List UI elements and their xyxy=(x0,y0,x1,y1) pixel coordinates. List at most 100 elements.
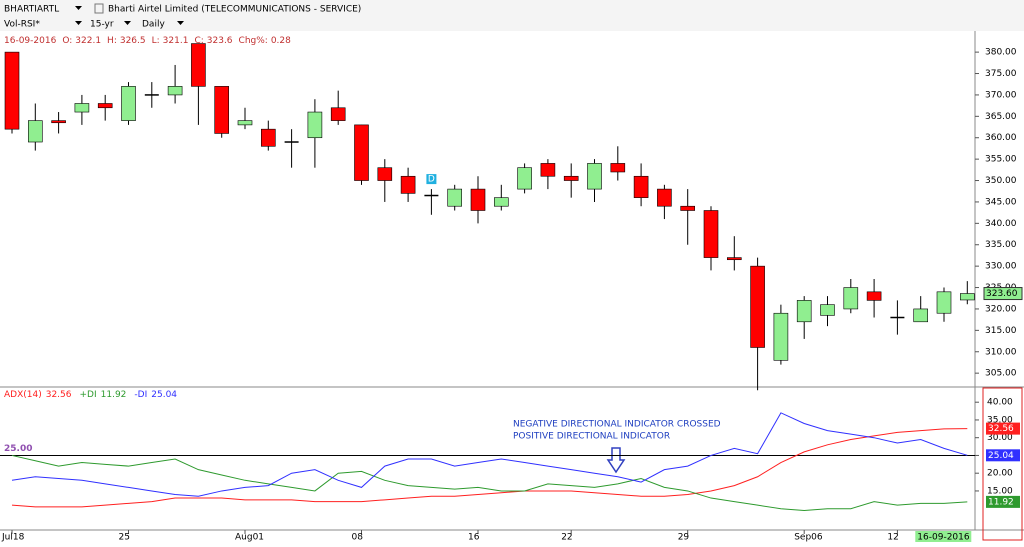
candle-body xyxy=(4,51,20,130)
toolbar xyxy=(0,0,1024,31)
candle-body xyxy=(260,128,276,147)
indicator-line xyxy=(11,428,968,508)
symbol[interactable]: BHARTIARTL xyxy=(4,5,59,15)
study[interactable]: Vol-RSI* xyxy=(4,20,40,30)
candle-body xyxy=(27,120,43,143)
dropdown-arrow[interactable] xyxy=(124,21,131,25)
marker-label: D xyxy=(428,175,435,185)
company: Bharti Airtel Limited (TELECOMMUNICATION… xyxy=(108,5,361,15)
dropdown-arrow[interactable] xyxy=(75,6,82,10)
x-tick-label: Jul18 xyxy=(1,533,25,543)
info-value: 326.5 xyxy=(120,36,146,46)
candle-body xyxy=(843,287,859,310)
candle-body xyxy=(657,188,672,207)
info-label: H: xyxy=(107,36,117,46)
indicator-line xyxy=(11,412,968,497)
candle-body xyxy=(936,291,952,314)
y-tick-label: 360.00 xyxy=(985,133,1017,143)
y-tick-label: 370.00 xyxy=(985,90,1017,100)
candle-body xyxy=(610,163,626,173)
annotation: POSITIVE DIRECTIONAL INDICATOR xyxy=(513,432,670,442)
last-value-tag xyxy=(986,422,1020,435)
candle-body xyxy=(563,175,579,181)
info-label: O: xyxy=(62,36,72,46)
candle-body xyxy=(959,293,975,301)
y-tick-label: 330.00 xyxy=(985,262,1017,272)
candle-body xyxy=(633,175,649,198)
candle-body xyxy=(400,175,416,194)
interval[interactable]: Daily xyxy=(142,20,165,30)
y-tick-label: 340.00 xyxy=(985,219,1017,229)
y-tick-label: 320.00 xyxy=(985,304,1017,314)
candle-body xyxy=(820,304,835,316)
legend-name: +DI xyxy=(80,390,97,400)
candle-body xyxy=(517,167,532,190)
candle-body xyxy=(447,188,463,207)
dropdown-arrow[interactable] xyxy=(177,21,184,25)
candle-body xyxy=(237,120,253,126)
y-tick-label: 365.00 xyxy=(985,112,1017,122)
y-tick-label: 335.00 xyxy=(985,240,1017,250)
info-value: 0.28 xyxy=(271,36,291,46)
candle-body xyxy=(354,124,369,181)
y-tick-label: 20.00 xyxy=(987,469,1013,479)
last-price-tag xyxy=(983,287,1023,301)
candle-body xyxy=(726,257,742,261)
candle-body xyxy=(470,188,486,211)
candle-body xyxy=(913,308,929,323)
candle-body xyxy=(191,43,206,87)
info-value: 323.6 xyxy=(207,36,233,46)
x-tick-label: 16-09-2016 xyxy=(917,533,970,543)
icon xyxy=(94,3,104,14)
reference-label: 25.00 xyxy=(4,444,32,454)
legend-name: ADX(14) xyxy=(4,390,42,400)
last-value-tag xyxy=(986,495,1020,508)
y-tick-label: 345.00 xyxy=(985,197,1017,207)
x-tick-label: 29 xyxy=(678,533,690,543)
y-tick-label: 35.00 xyxy=(987,415,1013,425)
marker-box xyxy=(426,174,437,185)
last-price-label: 323.60 xyxy=(986,289,1018,299)
x-tick-label: Sep06 xyxy=(794,533,823,543)
candle-body xyxy=(74,103,90,113)
y-tick-label: 355.00 xyxy=(985,155,1017,165)
candle-body xyxy=(493,197,509,207)
last-value-label: 11.92 xyxy=(988,497,1014,507)
x-tick-label: 08 xyxy=(352,533,364,543)
candle-body xyxy=(587,163,602,190)
annotation: NEGATIVE DIRECTIONAL INDICATOR CROSSED xyxy=(513,420,721,430)
info-label: C: xyxy=(194,36,203,46)
candle-body xyxy=(97,103,113,109)
y-tick-label: 315.00 xyxy=(985,326,1017,336)
info-label: Chg%: xyxy=(239,36,268,46)
y-tick-label: 350.00 xyxy=(985,176,1017,186)
date-tag xyxy=(915,531,972,542)
y-tick-label: 15.00 xyxy=(987,486,1013,496)
y-tick-label: 310.00 xyxy=(985,347,1017,357)
candle-body xyxy=(377,167,393,181)
candle-body xyxy=(750,265,765,348)
y-tick-label: 305.00 xyxy=(985,369,1017,379)
y-tick-label: 380.00 xyxy=(985,48,1017,58)
info-value: 321.1 xyxy=(163,36,189,46)
arrow xyxy=(606,447,626,474)
candle-body xyxy=(330,107,346,121)
candle-body xyxy=(167,86,183,96)
candle-body xyxy=(51,120,66,124)
info-label: L: xyxy=(152,36,160,46)
y-tick-label: 30.00 xyxy=(987,433,1013,443)
dropdown-arrow[interactable] xyxy=(75,21,82,25)
indicator-line xyxy=(11,454,968,511)
info-value: 322.1 xyxy=(75,36,101,46)
x-tick-label: Aug01 xyxy=(235,533,264,543)
last-value-label: 25.04 xyxy=(988,451,1014,461)
legend: ADX(14) 32.56 +DI 11.92 -DI 25.04 xyxy=(4,390,177,400)
last-value-tag xyxy=(986,449,1020,462)
candle-body xyxy=(121,86,136,121)
period[interactable]: 15-yr xyxy=(90,20,114,30)
candle-body xyxy=(796,300,812,323)
legend-value: 32.56 xyxy=(46,390,72,400)
candle-body xyxy=(307,111,323,139)
last-value-label: 32.56 xyxy=(988,424,1014,434)
